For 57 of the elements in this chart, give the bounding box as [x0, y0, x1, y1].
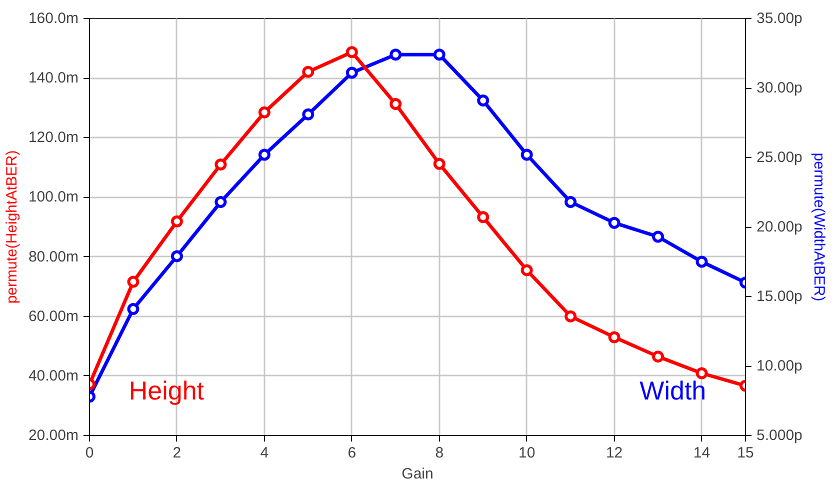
y2-tick-label: 35.00p — [756, 10, 802, 27]
point — [520, 148, 533, 161]
point — [564, 310, 577, 322]
point — [652, 230, 664, 243]
y-tick-label: 160.0m — [28, 10, 79, 27]
x-tick-label: 12 — [606, 444, 623, 462]
point — [127, 276, 140, 288]
point — [608, 331, 620, 344]
y-axis-title: permute(HeightAtBER) — [3, 150, 20, 304]
x-tick-label: 10 — [518, 444, 536, 462]
point — [258, 106, 270, 118]
y2-tick-label: 20.00p — [756, 218, 802, 236]
point — [477, 211, 490, 224]
point — [127, 303, 140, 315]
x-tick-label: 8 — [435, 444, 444, 462]
y2-axis-title: permute(WidthAtBER) — [810, 152, 828, 302]
point — [477, 94, 490, 106]
point — [170, 250, 183, 262]
x-tick-label: 15 — [737, 444, 754, 462]
x-tick-label: 2 — [172, 444, 182, 462]
y2-tick-label: 5.000p — [756, 427, 802, 444]
x-tick-label: 14 — [693, 444, 710, 462]
y-tick-label: 140.0m — [28, 70, 79, 87]
point — [520, 264, 533, 276]
y-tick-label: 60.00m — [28, 308, 79, 325]
y-tick-label: 20.00m — [28, 427, 79, 444]
y2-tick-label: 15.00p — [756, 288, 802, 305]
y2-tick-label: 30.00p — [756, 80, 802, 96]
point — [433, 158, 446, 170]
point — [170, 215, 183, 228]
point — [696, 256, 708, 268]
y-tick-label: 80.00m — [28, 248, 79, 266]
point — [346, 46, 358, 58]
text: Width — [640, 376, 706, 406]
x-axis-title: Gain — [402, 466, 434, 482]
point — [214, 158, 227, 170]
y-tick-label: 40.00m — [28, 367, 79, 384]
y2-tick-label: 25.00p — [756, 149, 802, 166]
point — [258, 148, 270, 161]
point — [302, 108, 314, 120]
y2-tick-label: 10.00p — [756, 358, 802, 374]
point — [390, 48, 402, 61]
x-tick-label: 4 — [260, 444, 269, 462]
point — [696, 367, 708, 380]
x-tick-label: 0 — [85, 444, 94, 462]
point — [564, 196, 577, 208]
y-tick-label: 100.0m — [28, 188, 79, 206]
point — [433, 48, 446, 61]
point — [214, 196, 227, 208]
point — [346, 66, 358, 79]
point — [652, 350, 664, 363]
point — [390, 98, 402, 110]
series-label: Height — [128, 376, 205, 406]
point — [608, 216, 620, 229]
x-tick-label: 6 — [348, 444, 356, 462]
y-tick-label: 120.0m — [28, 129, 79, 146]
point — [302, 66, 314, 78]
